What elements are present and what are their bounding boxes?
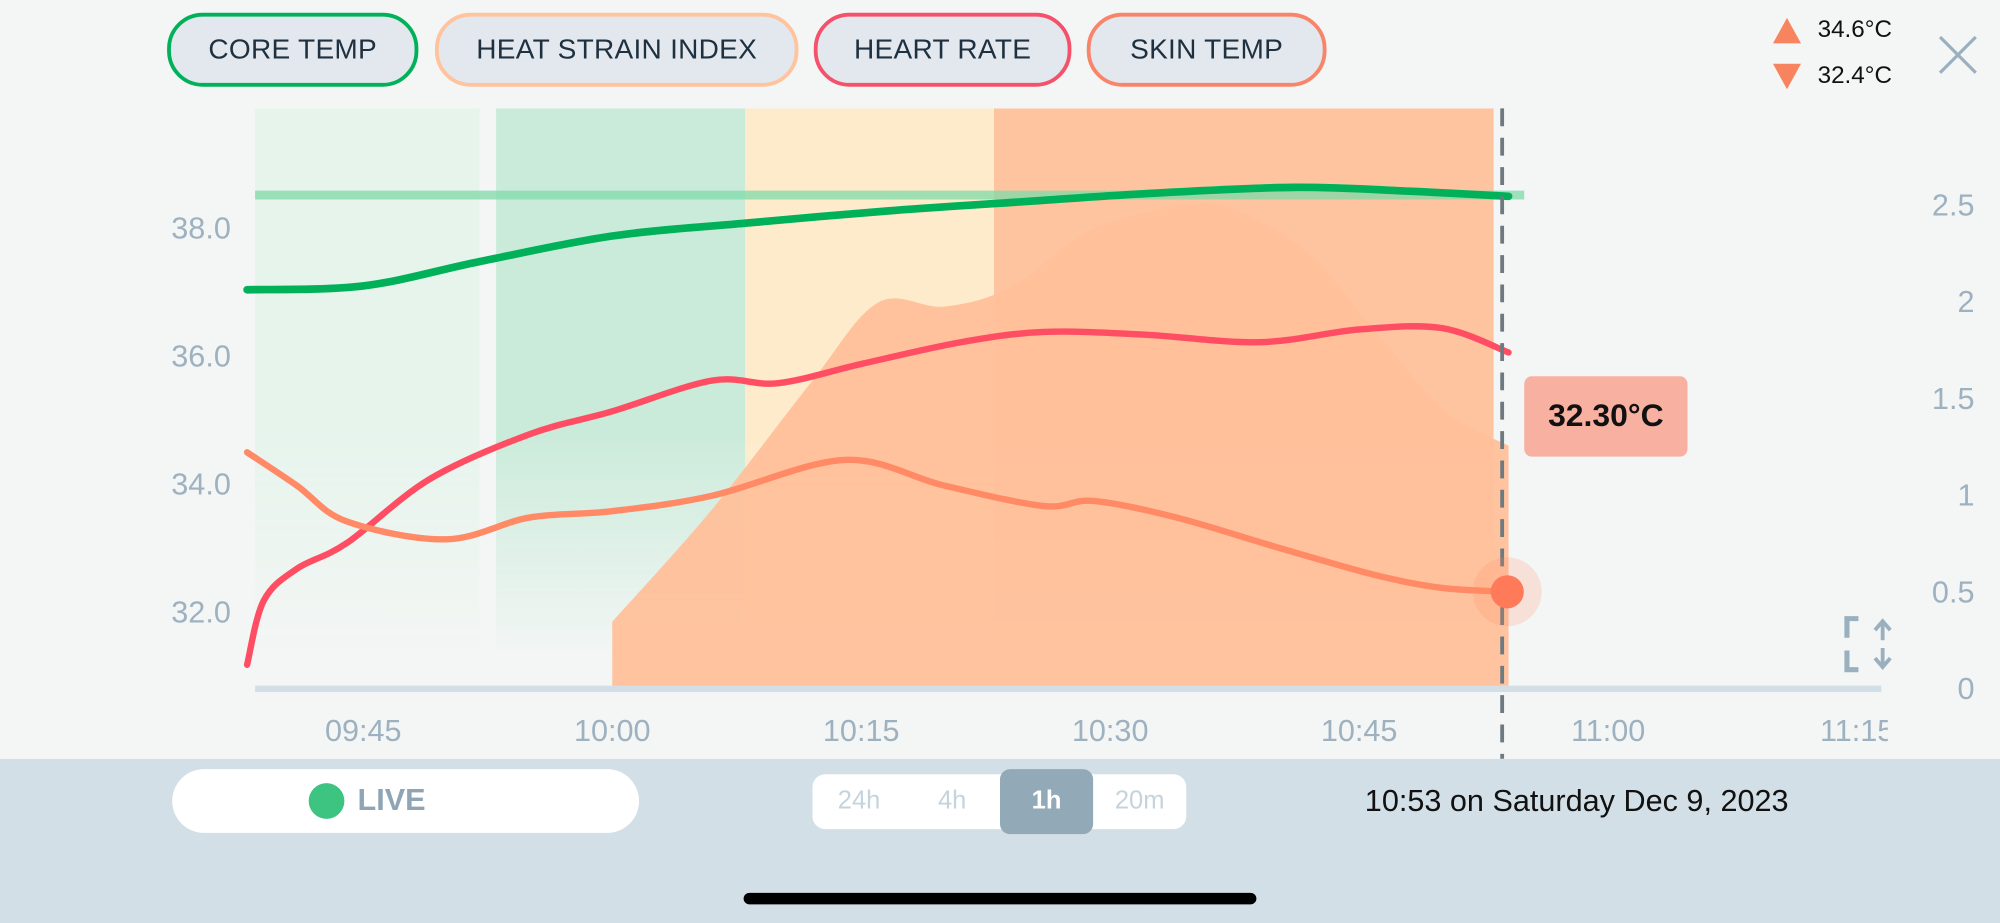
y-right-tick-label: 1 xyxy=(1957,479,1974,513)
live-label: LIVE xyxy=(357,783,426,818)
y-right-tick-label: 0.5 xyxy=(1932,575,1975,609)
range-min-value: 32.4°C xyxy=(1817,62,1892,90)
triangle-up-icon xyxy=(1772,17,1802,44)
value-tooltip: 32.30°C xyxy=(1524,376,1688,457)
range-max: 34.6°C xyxy=(1772,16,1892,45)
y-left-tick-label: 38.0 xyxy=(171,212,231,246)
hsi-band-low-faint xyxy=(255,108,480,657)
y-right-tick-label: 1.5 xyxy=(1932,382,1975,416)
expand-vertical-icon[interactable] xyxy=(1842,615,1898,674)
current-datetime: 10:53 on Saturday Dec 9, 2023 xyxy=(1364,784,1789,819)
x-tick-label: 10:45 xyxy=(1321,714,1398,748)
footer-bar: LIVE 24h 4h 1h 20m 10:53 on Saturday Dec… xyxy=(0,758,2000,923)
live-button[interactable]: LIVE xyxy=(172,769,640,833)
legend-skin-temp-button[interactable]: SKIN TEMP xyxy=(1086,12,1327,87)
x-tick-label: 11:00 xyxy=(1571,714,1645,748)
y-left-tick-label: 34.0 xyxy=(171,467,231,501)
cursor-point[interactable] xyxy=(1490,575,1524,609)
heart-rate-line xyxy=(243,323,1512,668)
close-icon[interactable] xyxy=(1936,33,1979,76)
y-left-tick-label: 32.0 xyxy=(171,595,231,629)
x-tick-label: 09:45 xyxy=(325,714,402,748)
range-1h-button[interactable]: 1h xyxy=(999,769,1094,835)
range-20m-button[interactable]: 20m xyxy=(1114,786,1165,816)
y-left-tick-label: 36.0 xyxy=(171,340,231,374)
skin-temp-line xyxy=(243,449,1512,595)
live-status-dot-icon xyxy=(309,783,345,819)
legend-heart-rate-button[interactable]: HEART RATE xyxy=(813,12,1072,87)
y-right-tick-label: 2 xyxy=(1957,285,1974,319)
y-right-tick-label: 0 xyxy=(1957,672,1974,706)
range-min: 32.4°C xyxy=(1772,62,1892,90)
hsi-band-low xyxy=(579,108,664,657)
range-max-value: 34.6°C xyxy=(1817,16,1892,44)
home-indicator[interactable] xyxy=(743,892,1257,905)
core-temp-line xyxy=(243,183,1513,294)
legend-core-temp-button[interactable]: CORE TEMP xyxy=(167,12,419,87)
triangle-down-icon xyxy=(1772,63,1802,90)
x-tick-label: 10:00 xyxy=(574,714,651,748)
chart: 38.0 36.0 34.0 32.0 2.5 2 1.5 1 0.5 0 09:45 10:00… xyxy=(171,108,1975,759)
legend-heat-strain-index-button[interactable]: HEAT STRAIN INDEX xyxy=(434,12,799,87)
x-tick-label: 10:30 xyxy=(1072,714,1149,748)
hsi-band-low xyxy=(496,108,581,657)
x-tick-label: 11:15 xyxy=(1820,714,1894,748)
x-tick-label: 10:15 xyxy=(823,714,900,748)
y-right-tick-label: 2.5 xyxy=(1932,189,1975,223)
heat-strain-index-area xyxy=(612,203,1509,688)
range-4h-button[interactable]: 4h xyxy=(937,786,967,816)
time-range-selector: 24h 4h 1h 20m xyxy=(812,769,1187,835)
range-24h-button[interactable]: 24h xyxy=(837,786,881,816)
